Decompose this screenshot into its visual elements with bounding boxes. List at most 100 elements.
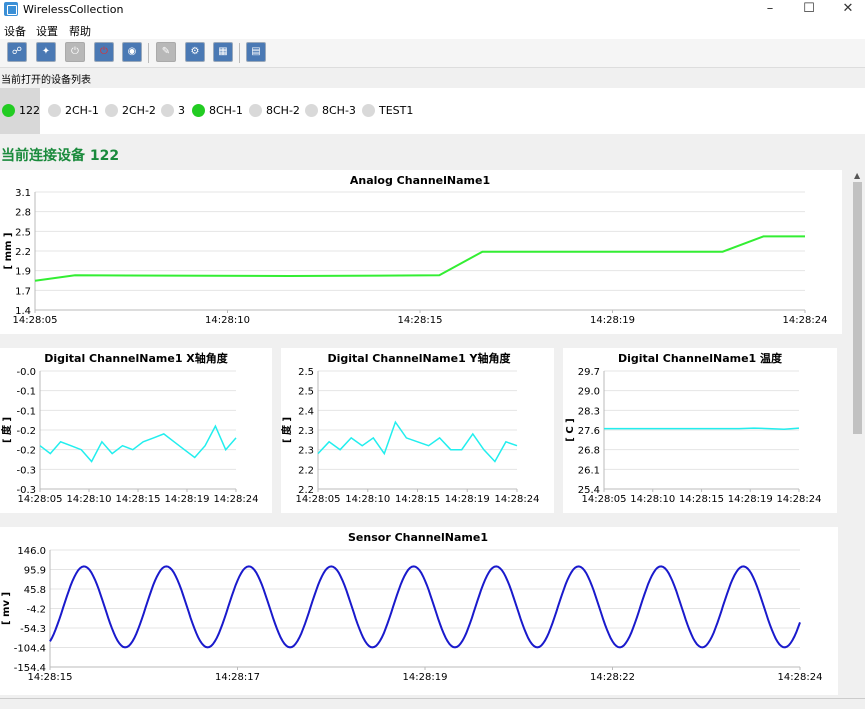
x-tick-label: 14:28:19 xyxy=(445,494,490,505)
device-item-122[interactable]: 122 xyxy=(0,88,40,134)
device-label: 8CH-2 xyxy=(266,104,300,117)
x-tick-label: 14:28:15 xyxy=(395,494,440,505)
y-tick-label: 2.2 xyxy=(298,485,314,496)
y-tick-label: 29.0 xyxy=(578,387,600,398)
y-tick-label: 2.4 xyxy=(298,406,314,417)
x-tick-label: 14:28:17 xyxy=(215,672,260,683)
toolbar-separator xyxy=(239,43,240,63)
x-tick-label: 14:28:24 xyxy=(783,315,828,326)
x-tick-label: 14:28:05 xyxy=(18,494,63,505)
y-tick-label: 1.7 xyxy=(15,286,31,297)
device-list-label: 当前打开的设备列表 xyxy=(1,75,91,86)
status-divider xyxy=(0,698,865,699)
link-button[interactable]: ☍ xyxy=(7,42,27,62)
gear-icon: ⚙ xyxy=(190,46,200,57)
y-tick-label: -104.4 xyxy=(14,644,46,655)
digital-y-chart-panel: Digital ChannelName1 Y轴角度 2.5 2.5 2.4 2.3 2.3… xyxy=(280,348,554,513)
device-item-8ch-1[interactable]: 8CH-1 xyxy=(190,88,243,134)
edit-icon: ✎ xyxy=(161,46,171,57)
scroll-up-icon[interactable]: ▲ xyxy=(854,171,861,180)
y-tick-label: -0.1 xyxy=(16,387,36,398)
y-axis-label: [ C ] xyxy=(565,418,576,441)
wrench-button[interactable]: ✦ xyxy=(36,42,56,62)
y-tick-label: -4.2 xyxy=(26,605,46,616)
y-tick-label: -0.2 xyxy=(16,426,36,437)
wrench-icon: ✦ xyxy=(41,46,51,57)
temperature-chart: Digital ChannelName1 温度 29.7 29.0 28.3 27.6 2… xyxy=(565,351,822,505)
device-item-3[interactable]: 3 xyxy=(159,88,185,134)
y-axis-label: [ 度 ] xyxy=(0,417,13,443)
grid-button[interactable]: ▦ xyxy=(213,42,233,62)
y-tick-label: 2.2 xyxy=(298,465,314,476)
maximize-button[interactable]: ☐ xyxy=(803,1,815,16)
menu-bar: 设备 设置 帮助 xyxy=(0,20,865,39)
x-tick-label: 14:28:22 xyxy=(590,672,635,683)
menu-device[interactable]: 设备 xyxy=(4,25,26,38)
y-tick-label: 2.5 xyxy=(298,367,314,378)
vertical-scrollbar[interactable]: ▲ xyxy=(850,168,865,698)
device-item-2ch-2[interactable]: 2CH-2 xyxy=(103,88,156,134)
y-tick-label: 26.1 xyxy=(578,465,600,476)
device-status-icon xyxy=(362,104,375,117)
device-status-icon xyxy=(105,104,118,117)
y-tick-label: 2.5 xyxy=(298,387,314,398)
analog-chart: Analog ChannelName1 3.1 2.8 2.5 2.2 1.9 1.7 1.4… xyxy=(3,174,828,326)
x-tick-label: 14:28:24 xyxy=(777,494,822,505)
device-item-8ch-2[interactable]: 8CH-2 xyxy=(247,88,300,134)
y-tick-label: 45.8 xyxy=(24,585,46,596)
y-tick-label: 2.3 xyxy=(298,426,314,437)
x-tick-label: 14:28:19 xyxy=(165,494,210,505)
menu-help[interactable]: 帮助 xyxy=(69,25,91,38)
x-tick-label: 14:28:19 xyxy=(403,672,448,683)
sensor-chart: Sensor ChannelName1 146.0 95.9 45.8 -4.2 -54.… xyxy=(1,531,822,683)
x-tick-label: 14:28:10 xyxy=(345,494,390,505)
device-item-2ch-1[interactable]: 2CH-1 xyxy=(46,88,99,134)
device-item-test1[interactable]: TEST1 xyxy=(360,88,416,134)
digital-y-chart: Digital ChannelName1 Y轴角度 2.5 2.5 2.4 2.3 2.3… xyxy=(280,351,540,505)
analog-chart-panel: Analog ChannelName1 3.1 2.8 2.5 2.2 1.9 1.7 1.4… xyxy=(0,170,842,334)
y-tick-label: 27.6 xyxy=(578,426,600,437)
chart-title: Analog ChannelName1 xyxy=(350,174,490,187)
y-tick-label: 2.3 xyxy=(298,446,314,457)
x-tick-label: 14:28:05 xyxy=(296,494,341,505)
scrollbar-thumb[interactable] xyxy=(853,182,862,434)
y-tick-label: 1.9 xyxy=(15,267,31,278)
title-bar: WirelessCollection – ☐ ✕ xyxy=(0,0,865,20)
device-label: TEST1 xyxy=(379,104,414,117)
series-line xyxy=(317,420,518,463)
y-tick-label: 28.3 xyxy=(578,406,600,417)
device-label: 2CH-1 xyxy=(65,104,99,117)
y-tick-label: -0.3 xyxy=(16,465,36,476)
device-label: 122 xyxy=(19,104,40,117)
device-status-icon xyxy=(48,104,61,117)
chart-title: Digital ChannelName1 温度 xyxy=(618,351,783,365)
y-tick-label: 2.5 xyxy=(15,227,31,238)
edit-button[interactable]: ✎ xyxy=(156,42,176,62)
device-item-8ch-3[interactable]: 8CH-3 xyxy=(303,88,356,134)
app-icon xyxy=(4,2,18,16)
device-status-icon xyxy=(2,104,15,117)
y-axis-label: [ 度 ] xyxy=(281,417,293,443)
x-tick-label: 14:28:24 xyxy=(495,494,540,505)
minimize-button[interactable]: – xyxy=(766,1,774,16)
document-button[interactable]: ▤ xyxy=(246,42,266,62)
series-line xyxy=(39,424,237,463)
menu-settings[interactable]: 设置 xyxy=(36,25,58,38)
x-tick-label: 14:28:05 xyxy=(582,494,627,505)
location-button[interactable]: ◉ xyxy=(122,42,142,62)
series-line xyxy=(49,565,801,649)
x-tick-label: 14:28:15 xyxy=(398,315,443,326)
device-label: 2CH-2 xyxy=(122,104,156,117)
x-tick-label: 14:28:05 xyxy=(13,315,58,326)
close-button[interactable]: ✕ xyxy=(842,1,854,16)
chart-title: Digital ChannelName1 Y轴角度 xyxy=(327,351,511,365)
y-tick-label: -0.0 xyxy=(16,367,36,378)
y-tick-label: 29.7 xyxy=(578,367,600,378)
y-tick-label: -0.1 xyxy=(16,406,36,417)
sensor-chart-panel: Sensor ChannelName1 146.0 95.9 45.8 -4.2 -54.… xyxy=(0,527,838,695)
settings-button[interactable]: ⚙ xyxy=(185,42,205,62)
power-off-button[interactable]: ⏻ xyxy=(94,42,114,62)
temperature-chart-panel: Digital ChannelName1 温度 29.7 29.0 28.3 27.6 2… xyxy=(563,348,837,513)
power-on-button[interactable]: ⏻ xyxy=(65,42,85,62)
y-tick-label: 95.9 xyxy=(24,566,46,577)
